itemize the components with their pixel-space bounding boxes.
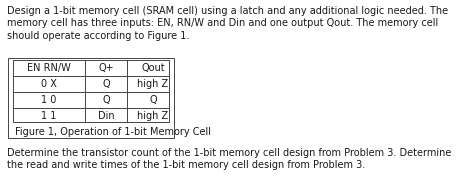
Text: Figure 1, Operation of 1-bit Memory Cell: Figure 1, Operation of 1-bit Memory Cell xyxy=(15,127,211,137)
Text: 0 X: 0 X xyxy=(41,79,57,89)
Text: 1 0: 1 0 xyxy=(41,95,57,105)
Text: high Z: high Z xyxy=(137,79,169,89)
Text: Q: Q xyxy=(102,79,110,89)
Text: memory cell has three inputs: EN, RN/W and Din and one output Qout. The memory c: memory cell has three inputs: EN, RN/W a… xyxy=(7,19,438,28)
Text: 1 1: 1 1 xyxy=(41,111,57,121)
Text: EN RN/W: EN RN/W xyxy=(27,63,71,73)
Text: Design a 1-bit memory cell (SRAM cell) using a latch and any additional logic ne: Design a 1-bit memory cell (SRAM cell) u… xyxy=(7,6,448,16)
Text: Q: Q xyxy=(102,95,110,105)
Bar xyxy=(8,58,174,138)
Text: Din: Din xyxy=(98,111,114,121)
Text: high Z: high Z xyxy=(137,111,169,121)
Text: should operate according to Figure 1.: should operate according to Figure 1. xyxy=(7,31,190,41)
Text: Q: Q xyxy=(149,95,157,105)
Text: Determine the transistor count of the 1-bit memory cell design from Problem 3. D: Determine the transistor count of the 1-… xyxy=(7,148,451,158)
Text: Qout: Qout xyxy=(141,63,165,73)
Bar xyxy=(13,60,169,122)
Text: Q+: Q+ xyxy=(98,63,114,73)
Text: the read and write times of the 1-bit memory cell design from Problem 3.: the read and write times of the 1-bit me… xyxy=(7,160,365,171)
